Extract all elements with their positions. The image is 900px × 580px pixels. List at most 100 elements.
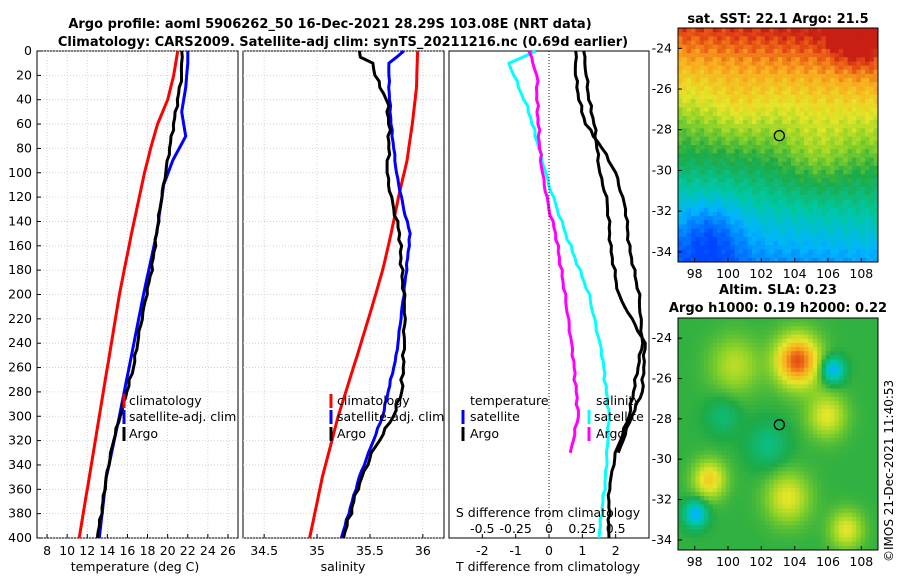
map-cell xyxy=(738,363,744,369)
map-cell xyxy=(838,257,844,263)
map-cell xyxy=(851,103,857,108)
map-cell xyxy=(847,32,853,37)
map-cell xyxy=(712,396,718,402)
map-cell xyxy=(682,203,688,209)
map-cell xyxy=(717,40,722,46)
map-cell xyxy=(704,492,709,497)
map-cell xyxy=(712,471,718,476)
map-cell xyxy=(864,342,870,348)
map-cell xyxy=(717,99,722,104)
map-cell xyxy=(751,61,757,67)
map-cell xyxy=(830,429,835,435)
map-cell xyxy=(825,90,831,96)
map-cell xyxy=(843,232,848,238)
map-cell xyxy=(756,384,762,389)
map-cell xyxy=(817,94,822,100)
map-cell xyxy=(847,195,853,200)
map-cell xyxy=(778,318,783,323)
map-cell xyxy=(756,94,762,100)
map-cell xyxy=(682,216,688,221)
map-cell xyxy=(760,467,766,472)
map-cell xyxy=(812,36,818,41)
map-cell xyxy=(708,483,714,489)
map-cell xyxy=(747,442,753,447)
map-cell xyxy=(830,211,835,217)
map-cell xyxy=(834,145,840,150)
map-cell xyxy=(756,467,762,472)
map-cell xyxy=(712,86,718,92)
map-cell xyxy=(725,492,731,497)
map-cell xyxy=(717,446,722,451)
map-cell xyxy=(756,111,762,117)
map-cell xyxy=(769,170,775,175)
map-cell xyxy=(747,90,753,96)
map-cell xyxy=(786,400,792,406)
map-cell xyxy=(682,355,688,360)
map-cell xyxy=(778,429,783,435)
map-cell xyxy=(721,94,727,100)
map-cell xyxy=(782,342,788,348)
map-cell xyxy=(856,450,862,456)
map-cell xyxy=(834,508,840,514)
map-cell xyxy=(704,103,709,108)
map-cell xyxy=(843,330,848,335)
map-cell xyxy=(847,400,853,406)
map-cell xyxy=(843,99,848,104)
map-cell xyxy=(695,413,701,418)
map-cell xyxy=(721,334,727,340)
map-cell xyxy=(799,454,805,460)
map-cell xyxy=(851,73,857,79)
map-cell xyxy=(791,380,796,385)
map-y-tick-label: -24 xyxy=(652,40,672,55)
map-cell xyxy=(686,342,692,348)
temperature-legend: climatology satellite-adj. clim Argo xyxy=(122,393,236,441)
map-cell xyxy=(799,107,805,112)
map-cell xyxy=(808,140,814,146)
map-cell xyxy=(817,245,822,250)
map-cell xyxy=(778,170,783,175)
map-cell xyxy=(751,199,757,204)
map-cell xyxy=(864,253,870,259)
map-cell xyxy=(717,53,722,58)
map-cell xyxy=(686,44,692,50)
map-cell xyxy=(773,124,779,129)
map-cell xyxy=(856,492,862,497)
map-cell xyxy=(773,479,779,485)
map-cell xyxy=(821,44,827,50)
map-cell xyxy=(825,438,831,443)
map-cell xyxy=(821,330,827,335)
map-cell xyxy=(743,228,748,234)
map-cell xyxy=(734,94,740,100)
map-cell xyxy=(786,257,792,263)
map-cell xyxy=(804,73,809,79)
map-cell xyxy=(747,99,753,104)
map-cell xyxy=(717,417,722,422)
map-cell xyxy=(743,78,748,83)
map-cell xyxy=(686,90,692,96)
map-cell xyxy=(830,82,835,87)
map-cell xyxy=(747,203,753,209)
map-cell xyxy=(791,475,796,480)
map-cell xyxy=(782,400,788,406)
map-cell xyxy=(873,220,879,225)
map-cell xyxy=(734,467,740,472)
map-cell xyxy=(860,145,866,150)
map-cell xyxy=(708,249,714,255)
map-cell xyxy=(838,111,844,117)
map-cell xyxy=(873,438,879,443)
map-cell xyxy=(747,128,753,133)
map-cell xyxy=(838,413,844,418)
map-cell xyxy=(812,450,818,456)
map-cell xyxy=(704,388,709,393)
map-cell xyxy=(764,471,770,476)
map-cell xyxy=(864,32,870,37)
map-cell xyxy=(751,512,757,518)
map-cell xyxy=(825,450,831,456)
map-cell xyxy=(782,186,788,192)
map-cell xyxy=(782,429,788,435)
map-cell xyxy=(873,186,879,192)
map-cell xyxy=(808,338,814,344)
map-cell xyxy=(795,119,801,125)
map-cell xyxy=(699,409,705,414)
map-cell xyxy=(825,359,831,364)
